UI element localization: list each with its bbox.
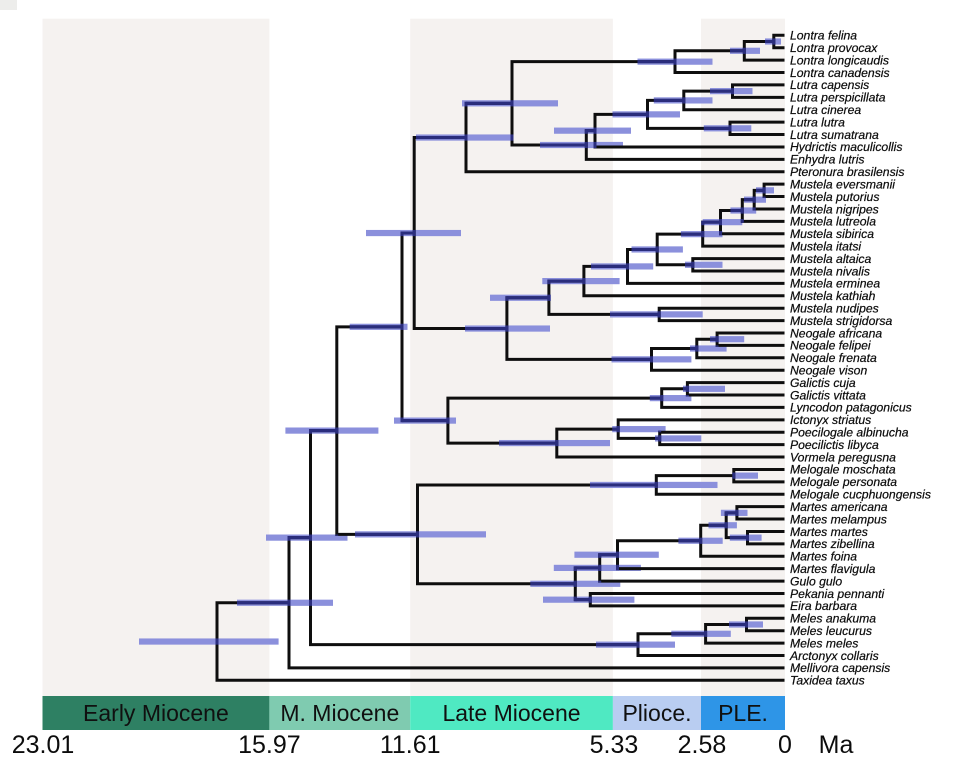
svg-text:Lutra capensis: Lutra capensis bbox=[790, 78, 869, 92]
svg-text:Mustela eversmanii: Mustela eversmanii bbox=[790, 177, 895, 191]
svg-text:Galictis cuja: Galictis cuja bbox=[790, 376, 856, 390]
svg-text:Lyncodon patagonicus: Lyncodon patagonicus bbox=[790, 401, 912, 415]
svg-text:Lutra perspicillata: Lutra perspicillata bbox=[790, 91, 886, 105]
svg-text:Neogale africana: Neogale africana bbox=[790, 326, 882, 340]
svg-text:Mustela itatsi: Mustela itatsi bbox=[790, 239, 861, 253]
svg-text:Mustela altaica: Mustela altaica bbox=[790, 252, 872, 266]
svg-text:Late Miocene: Late Miocene bbox=[442, 700, 580, 726]
svg-text:23.01: 23.01 bbox=[12, 731, 75, 759]
svg-text:Lutra lutra: Lutra lutra bbox=[790, 115, 845, 129]
svg-text:Martes foina: Martes foina bbox=[790, 550, 857, 564]
svg-text:Pekania pennanti: Pekania pennanti bbox=[790, 587, 884, 601]
svg-text:Vormela peregusna: Vormela peregusna bbox=[790, 450, 896, 464]
svg-text:Martes americana: Martes americana bbox=[790, 500, 888, 514]
svg-text:Neogale vison: Neogale vison bbox=[790, 364, 867, 378]
svg-text:11.61: 11.61 bbox=[380, 731, 441, 759]
svg-text:Martes zibellina: Martes zibellina bbox=[790, 537, 875, 551]
svg-text:Lutra cinerea: Lutra cinerea bbox=[790, 103, 861, 117]
svg-text:Neogale felipei: Neogale felipei bbox=[790, 339, 871, 353]
svg-text:Mellivora capensis: Mellivora capensis bbox=[790, 661, 890, 675]
svg-text:Meles leucurus: Meles leucurus bbox=[790, 624, 872, 638]
svg-text:5.33: 5.33 bbox=[590, 731, 639, 759]
svg-text:Ictonyx striatus: Ictonyx striatus bbox=[790, 413, 871, 427]
svg-text:Taxidea taxus: Taxidea taxus bbox=[790, 674, 865, 688]
svg-text:Lutra sumatrana: Lutra sumatrana bbox=[790, 128, 879, 142]
svg-text:Melogale moschata: Melogale moschata bbox=[790, 463, 896, 477]
svg-text:Hydrictis maculicollis: Hydrictis maculicollis bbox=[790, 140, 902, 154]
svg-text:Gulo gulo: Gulo gulo bbox=[790, 574, 842, 588]
svg-text:Meles anakuma: Meles anakuma bbox=[790, 612, 876, 626]
svg-text:2.58: 2.58 bbox=[678, 731, 727, 759]
svg-text:Mustela sibirica: Mustela sibirica bbox=[790, 227, 874, 241]
svg-text:15.97: 15.97 bbox=[238, 731, 301, 759]
svg-text:Mustela nivalis: Mustela nivalis bbox=[790, 264, 870, 278]
svg-text:Martes melampus: Martes melampus bbox=[790, 512, 887, 526]
svg-text:0: 0 bbox=[778, 731, 792, 759]
svg-text:Lontra longicaudis: Lontra longicaudis bbox=[790, 53, 889, 67]
svg-text:Lontra canadensis: Lontra canadensis bbox=[790, 66, 890, 80]
svg-text:Galictis vittata: Galictis vittata bbox=[790, 388, 866, 402]
svg-text:Meles meles: Meles meles bbox=[790, 636, 858, 650]
svg-text:Ma: Ma bbox=[819, 731, 854, 759]
svg-text:Mustela nudipes: Mustela nudipes bbox=[790, 301, 879, 315]
svg-text:Mustela putorius: Mustela putorius bbox=[790, 190, 879, 204]
svg-text:Lontra provocax: Lontra provocax bbox=[790, 41, 878, 55]
svg-text:Arctonyx collaris: Arctonyx collaris bbox=[789, 649, 879, 663]
svg-text:Mustela lutreola: Mustela lutreola bbox=[790, 215, 876, 229]
svg-text:Mustela nigripes: Mustela nigripes bbox=[790, 202, 879, 216]
svg-text:Eira barbara: Eira barbara bbox=[790, 599, 857, 613]
svg-text:Martes martes: Martes martes bbox=[790, 525, 868, 539]
svg-text:Poecilogale albinucha: Poecilogale albinucha bbox=[790, 426, 909, 440]
svg-text:Mustela erminea: Mustela erminea bbox=[790, 277, 880, 291]
svg-text:Plioce.: Plioce. bbox=[622, 700, 691, 726]
svg-text:Pteronura brasilensis: Pteronura brasilensis bbox=[790, 165, 904, 179]
svg-text:PLE.: PLE. bbox=[718, 700, 768, 726]
svg-text:Martes flavigula: Martes flavigula bbox=[790, 562, 876, 576]
svg-text:Melogale personata: Melogale personata bbox=[790, 475, 897, 489]
svg-text:Mustela kathiah: Mustela kathiah bbox=[790, 289, 876, 303]
svg-text:Early Miocene: Early Miocene bbox=[83, 700, 229, 726]
svg-text:Neogale frenata: Neogale frenata bbox=[790, 351, 877, 365]
svg-text:M. Miocene: M. Miocene bbox=[280, 700, 399, 726]
svg-text:Lontra felina: Lontra felina bbox=[790, 29, 857, 43]
svg-text:Melogale cucphuongensis: Melogale cucphuongensis bbox=[790, 488, 931, 502]
svg-text:Enhydra lutris: Enhydra lutris bbox=[790, 153, 865, 167]
svg-text:Poecilictis libyca: Poecilictis libyca bbox=[790, 438, 879, 452]
svg-text:Mustela strigidorsa: Mustela strigidorsa bbox=[790, 314, 893, 328]
